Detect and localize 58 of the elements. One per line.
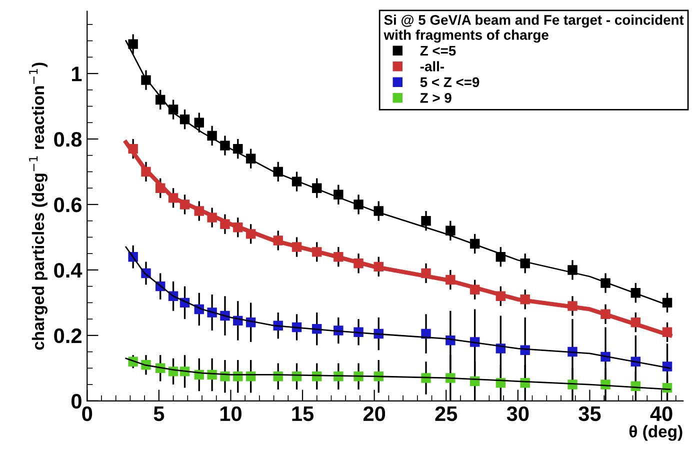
point bbox=[421, 268, 431, 278]
y-tick-label: 0.8 bbox=[54, 132, 82, 147]
point bbox=[312, 247, 322, 257]
point bbox=[128, 39, 138, 49]
x-tick-label: 30 bbox=[506, 406, 529, 422]
point bbox=[600, 309, 610, 320]
point bbox=[128, 144, 138, 154]
point bbox=[470, 284, 480, 294]
x-tick-label: 10 bbox=[220, 406, 242, 422]
point bbox=[273, 236, 283, 246]
point bbox=[520, 294, 530, 304]
x-tick-label: 5 bbox=[154, 406, 164, 422]
point bbox=[220, 219, 230, 229]
x-tick-label: 0 bbox=[82, 406, 92, 422]
legend-title: Si @ 5 GeV/A beam and Fe target - coincident with fragments of charge bbox=[384, 14, 684, 43]
y-tick-label: 0.2 bbox=[54, 328, 82, 344]
point bbox=[662, 327, 672, 338]
point bbox=[233, 222, 243, 232]
point bbox=[354, 200, 364, 210]
point bbox=[207, 212, 217, 222]
x-tick-label: 40 bbox=[650, 406, 672, 422]
point bbox=[168, 193, 178, 203]
point bbox=[568, 265, 578, 275]
y-tick-label: 0.4 bbox=[54, 262, 82, 278]
point bbox=[220, 140, 230, 150]
point bbox=[194, 118, 204, 128]
point bbox=[374, 262, 384, 272]
line-series bbox=[124, 140, 672, 338]
point bbox=[520, 258, 530, 268]
point bbox=[180, 200, 190, 210]
point bbox=[194, 206, 204, 216]
point bbox=[630, 317, 641, 328]
point bbox=[246, 229, 256, 239]
point bbox=[233, 144, 243, 154]
legend-label: Z > 9 bbox=[420, 92, 452, 103]
x-tick-label: 25 bbox=[435, 406, 458, 422]
point bbox=[292, 242, 302, 252]
point bbox=[446, 274, 456, 285]
x-tick-label: 15 bbox=[292, 406, 314, 422]
point bbox=[568, 301, 578, 311]
point bbox=[600, 278, 610, 288]
legend-label: Z <=5 bbox=[420, 46, 456, 56]
point bbox=[446, 226, 456, 236]
x-tick-label: 20 bbox=[363, 406, 386, 422]
y-tick-label: 0.6 bbox=[54, 197, 82, 212]
y-tick-label: 0 bbox=[72, 394, 82, 409]
point bbox=[354, 258, 364, 268]
x-axis-title: θ (deg) bbox=[629, 425, 682, 441]
point bbox=[334, 252, 344, 262]
y-axis-title: charged particles (deg$^{−1}$ reaction$^{−1}$) bbox=[29, 62, 48, 350]
point bbox=[421, 216, 431, 226]
x-tick-label: 35 bbox=[578, 406, 601, 422]
y-tick-label: 1 bbox=[72, 66, 82, 82]
legend-label: -all- bbox=[420, 61, 444, 72]
point bbox=[156, 183, 166, 193]
legend-label: 5 < Z <=9 bbox=[420, 77, 480, 88]
point bbox=[496, 291, 506, 302]
point bbox=[141, 166, 151, 177]
